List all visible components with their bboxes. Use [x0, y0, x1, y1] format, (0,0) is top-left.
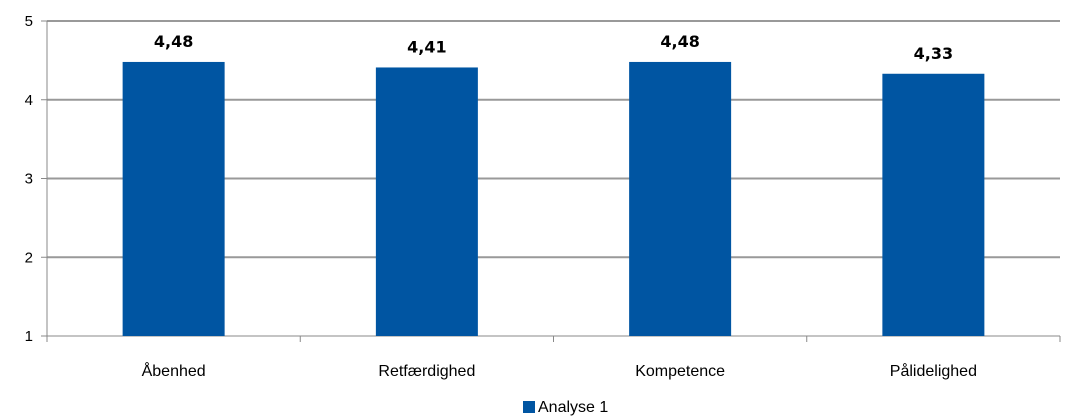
- legend-swatch-analyse-1: [523, 401, 535, 413]
- y-tick-label: 2: [25, 249, 33, 266]
- data-label: 4,41: [407, 37, 446, 56]
- category-label: Åbenhed: [142, 361, 206, 380]
- data-label: 4,48: [660, 32, 699, 51]
- data-labels: 4,48 4,41 4,48 4,33: [154, 32, 953, 63]
- category-label: Pålidelighed: [890, 362, 977, 380]
- category-label: Retfærdighed: [378, 363, 475, 380]
- y-tick-label: 5: [25, 13, 33, 30]
- bar-4: [882, 73, 985, 336]
- bar-1: [122, 61, 225, 336]
- category-label: Kompetence: [635, 363, 725, 380]
- bar-3: [629, 61, 732, 336]
- y-tick-label: 4: [25, 92, 33, 109]
- bars: [122, 61, 985, 337]
- data-label: 4,33: [914, 44, 953, 63]
- data-label: 4,48: [154, 32, 193, 51]
- y-tick-label: 1: [25, 328, 33, 345]
- legend-entry-analyse-1: Analyse 1: [538, 399, 608, 416]
- legend: Analyse 1: [523, 399, 608, 416]
- bar-2: [375, 67, 478, 337]
- y-tick-label: 3: [25, 171, 33, 188]
